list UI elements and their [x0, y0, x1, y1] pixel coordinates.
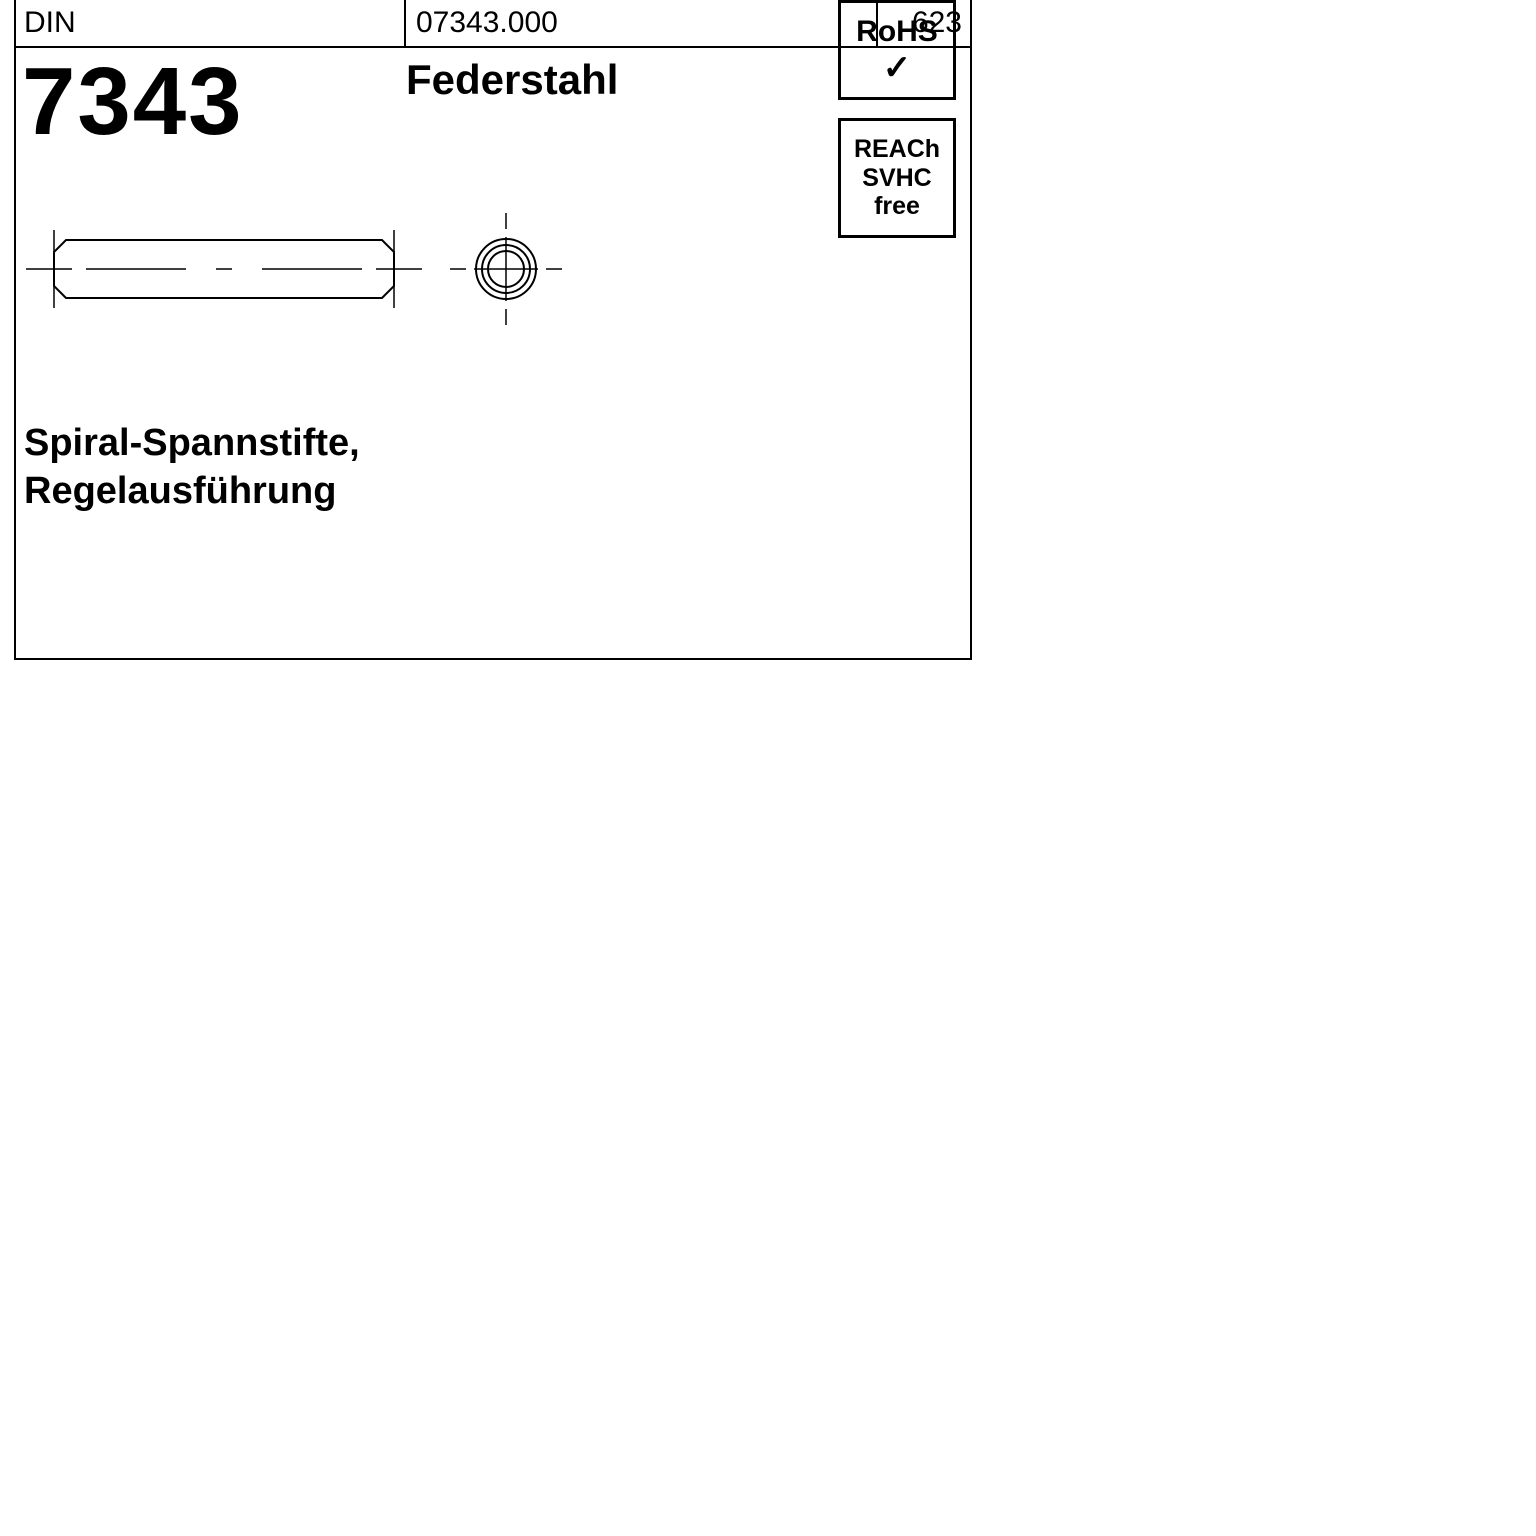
pin-side-view-icon	[26, 230, 422, 308]
datasheet-card: DIN 07343.000 623 7343 Federstahl RoHS ✓…	[14, 0, 972, 660]
description-line-1: Spiral-Spannstifte,	[24, 420, 360, 468]
technical-drawing	[26, 200, 586, 340]
reach-line1: REACh	[854, 135, 940, 164]
header-standard-cell: DIN	[16, 0, 406, 46]
material-label: Federstahl	[406, 48, 618, 104]
description-line-2: Regelausführung	[24, 468, 360, 516]
rohs-badge: RoHS ✓	[838, 0, 956, 100]
header-bar: DIN 07343.000 623	[16, 0, 970, 48]
header-article-cell: 07343.000	[406, 0, 878, 46]
rohs-label: RoHS	[856, 15, 938, 50]
standard-number: 7343	[16, 48, 406, 150]
title-row: 7343 Federstahl	[16, 48, 970, 150]
reach-badge: REACh SVHC free	[838, 118, 956, 238]
compliance-badges: RoHS ✓ REACh SVHC free	[838, 0, 956, 238]
header-standard-label: DIN	[24, 6, 76, 40]
header-article-code: 07343.000	[416, 6, 558, 40]
reach-line3: free	[874, 192, 920, 221]
product-description: Spiral-Spannstifte, Regelausführung	[24, 420, 360, 515]
check-icon: ✓	[883, 51, 912, 85]
pin-cross-section-icon	[450, 213, 562, 325]
reach-line2: SVHC	[862, 164, 931, 193]
